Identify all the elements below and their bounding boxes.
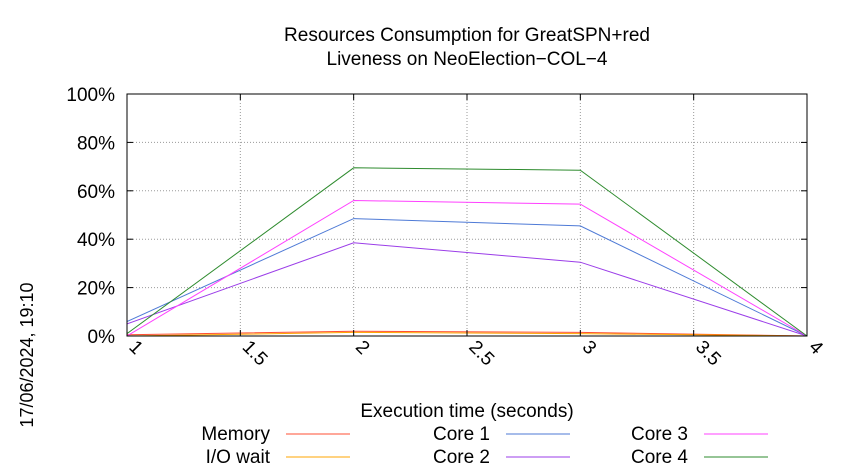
legend-label: Core 2 [433, 447, 490, 468]
x-tick-label: 3.5 [691, 337, 725, 371]
series-line-core-4 [126, 167, 808, 337]
timestamp-label: 17/06/2024, 19:10 [17, 282, 37, 427]
y-tick-label: 40% [77, 230, 115, 251]
x-tick-label: 2 [351, 337, 373, 359]
x-tick-label: 2.5 [464, 337, 498, 371]
chart-subtitle: Liveness on NeoElection−COL−4 [327, 49, 608, 70]
grid [127, 94, 807, 336]
x-tick-label: 1 [124, 337, 146, 359]
legend-label: Memory [201, 424, 270, 445]
legend-label: Core 4 [631, 447, 688, 468]
chart-title: Resources Consumption for GreatSPN+red [284, 25, 650, 46]
series-line-core-2 [126, 242, 808, 337]
x-axis-label: Execution time (seconds) [360, 401, 573, 422]
y-tick-label: 0% [88, 327, 116, 348]
x-tick-label: 3 [578, 337, 600, 359]
legend-label: I/O wait [206, 447, 271, 468]
legend-label: Core 3 [631, 424, 688, 445]
axis-ticks: 0% 20% 40% 60% 80% 100% 1 1.5 2 2.5 3 3.5 4 [66, 85, 827, 370]
y-tick-label: 100% [66, 85, 115, 106]
legend-label: Core 1 [433, 424, 490, 445]
series-line-core-1 [126, 218, 808, 337]
series-line-core-3 [126, 199, 808, 337]
y-tick-label: 60% [77, 182, 115, 203]
x-tick-label: 1.5 [238, 337, 272, 371]
x-tick-label: 4 [804, 337, 827, 360]
y-tick-label: 20% [77, 279, 115, 300]
y-tick-label: 80% [77, 133, 115, 154]
